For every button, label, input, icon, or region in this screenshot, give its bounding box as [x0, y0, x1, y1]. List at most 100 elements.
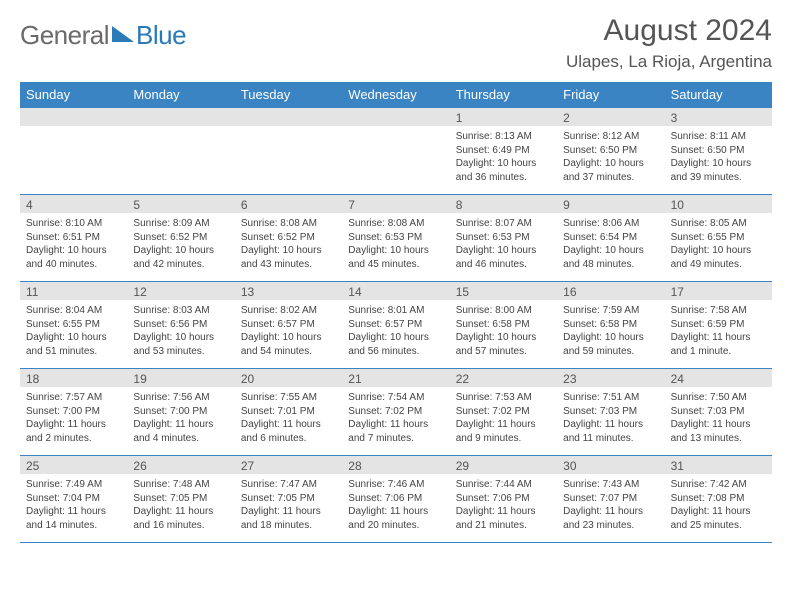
day-number: 12: [127, 282, 234, 300]
sunset-text: Sunset: 7:04 PM: [26, 492, 121, 506]
day-cell: 23Sunrise: 7:51 AMSunset: 7:03 PMDayligh…: [557, 369, 664, 455]
day-number: 5: [127, 195, 234, 213]
day-content: Sunrise: 7:50 AMSunset: 7:03 PMDaylight:…: [665, 387, 772, 451]
empty-day-bar: [235, 108, 342, 126]
day-content: Sunrise: 7:47 AMSunset: 7:05 PMDaylight:…: [235, 474, 342, 538]
sunrise-text: Sunrise: 8:13 AM: [456, 130, 551, 144]
day-cell: 30Sunrise: 7:43 AMSunset: 7:07 PMDayligh…: [557, 456, 664, 542]
daylight-text: Daylight: 10 hours and 46 minutes.: [456, 244, 551, 271]
sunrise-text: Sunrise: 7:57 AM: [26, 391, 121, 405]
weekday-header-cell: Sunday: [20, 82, 127, 107]
day-cell: [235, 108, 342, 194]
sunset-text: Sunset: 7:03 PM: [671, 405, 766, 419]
sunset-text: Sunset: 6:53 PM: [348, 231, 443, 245]
day-content: Sunrise: 7:54 AMSunset: 7:02 PMDaylight:…: [342, 387, 449, 451]
day-number: 6: [235, 195, 342, 213]
daylight-text: Daylight: 11 hours and 25 minutes.: [671, 505, 766, 532]
sunrise-text: Sunrise: 8:06 AM: [563, 217, 658, 231]
day-cell: 20Sunrise: 7:55 AMSunset: 7:01 PMDayligh…: [235, 369, 342, 455]
daylight-text: Daylight: 11 hours and 23 minutes.: [563, 505, 658, 532]
day-cell: 5Sunrise: 8:09 AMSunset: 6:52 PMDaylight…: [127, 195, 234, 281]
daylight-text: Daylight: 11 hours and 13 minutes.: [671, 418, 766, 445]
day-number: 1: [450, 108, 557, 126]
sunset-text: Sunset: 7:06 PM: [456, 492, 551, 506]
sunset-text: Sunset: 7:00 PM: [26, 405, 121, 419]
sunrise-text: Sunrise: 8:04 AM: [26, 304, 121, 318]
day-cell: 2Sunrise: 8:12 AMSunset: 6:50 PMDaylight…: [557, 108, 664, 194]
weekday-header-cell: Tuesday: [235, 82, 342, 107]
sunset-text: Sunset: 6:50 PM: [671, 144, 766, 158]
day-content: Sunrise: 8:12 AMSunset: 6:50 PMDaylight:…: [557, 126, 664, 190]
sunset-text: Sunset: 7:03 PM: [563, 405, 658, 419]
day-content: Sunrise: 7:57 AMSunset: 7:00 PMDaylight:…: [20, 387, 127, 451]
day-cell: 25Sunrise: 7:49 AMSunset: 7:04 PMDayligh…: [20, 456, 127, 542]
sunrise-text: Sunrise: 8:07 AM: [456, 217, 551, 231]
daylight-text: Daylight: 11 hours and 14 minutes.: [26, 505, 121, 532]
day-content: Sunrise: 7:53 AMSunset: 7:02 PMDaylight:…: [450, 387, 557, 451]
logo: General Blue: [20, 20, 186, 51]
weekday-header-row: SundayMondayTuesdayWednesdayThursdayFrid…: [20, 82, 772, 107]
day-content: Sunrise: 7:49 AMSunset: 7:04 PMDaylight:…: [20, 474, 127, 538]
day-number: 22: [450, 369, 557, 387]
daylight-text: Daylight: 10 hours and 56 minutes.: [348, 331, 443, 358]
day-cell: [20, 108, 127, 194]
day-content: Sunrise: 8:04 AMSunset: 6:55 PMDaylight:…: [20, 300, 127, 364]
day-cell: 9Sunrise: 8:06 AMSunset: 6:54 PMDaylight…: [557, 195, 664, 281]
day-content: Sunrise: 8:11 AMSunset: 6:50 PMDaylight:…: [665, 126, 772, 190]
day-cell: 18Sunrise: 7:57 AMSunset: 7:00 PMDayligh…: [20, 369, 127, 455]
day-number: 29: [450, 456, 557, 474]
daylight-text: Daylight: 10 hours and 49 minutes.: [671, 244, 766, 271]
day-cell: 8Sunrise: 8:07 AMSunset: 6:53 PMDaylight…: [450, 195, 557, 281]
day-cell: 15Sunrise: 8:00 AMSunset: 6:58 PMDayligh…: [450, 282, 557, 368]
day-cell: 16Sunrise: 7:59 AMSunset: 6:58 PMDayligh…: [557, 282, 664, 368]
sunrise-text: Sunrise: 8:05 AM: [671, 217, 766, 231]
day-cell: 26Sunrise: 7:48 AMSunset: 7:05 PMDayligh…: [127, 456, 234, 542]
day-cell: 29Sunrise: 7:44 AMSunset: 7:06 PMDayligh…: [450, 456, 557, 542]
sunrise-text: Sunrise: 8:00 AM: [456, 304, 551, 318]
day-number: 13: [235, 282, 342, 300]
sunrise-text: Sunrise: 8:08 AM: [241, 217, 336, 231]
day-content: Sunrise: 7:43 AMSunset: 7:07 PMDaylight:…: [557, 474, 664, 538]
daylight-text: Daylight: 10 hours and 42 minutes.: [133, 244, 228, 271]
week-row: 1Sunrise: 8:13 AMSunset: 6:49 PMDaylight…: [20, 108, 772, 195]
sunrise-text: Sunrise: 7:43 AM: [563, 478, 658, 492]
day-cell: 14Sunrise: 8:01 AMSunset: 6:57 PMDayligh…: [342, 282, 449, 368]
day-cell: 12Sunrise: 8:03 AMSunset: 6:56 PMDayligh…: [127, 282, 234, 368]
day-cell: 11Sunrise: 8:04 AMSunset: 6:55 PMDayligh…: [20, 282, 127, 368]
day-number: 7: [342, 195, 449, 213]
day-number: 24: [665, 369, 772, 387]
sunset-text: Sunset: 7:07 PM: [563, 492, 658, 506]
daylight-text: Daylight: 11 hours and 20 minutes.: [348, 505, 443, 532]
week-row: 4Sunrise: 8:10 AMSunset: 6:51 PMDaylight…: [20, 195, 772, 282]
daylight-text: Daylight: 11 hours and 18 minutes.: [241, 505, 336, 532]
sunset-text: Sunset: 6:55 PM: [671, 231, 766, 245]
daylight-text: Daylight: 11 hours and 11 minutes.: [563, 418, 658, 445]
day-number: 19: [127, 369, 234, 387]
day-number: 25: [20, 456, 127, 474]
day-content: Sunrise: 7:42 AMSunset: 7:08 PMDaylight:…: [665, 474, 772, 538]
day-content: Sunrise: 7:46 AMSunset: 7:06 PMDaylight:…: [342, 474, 449, 538]
day-number: 26: [127, 456, 234, 474]
day-cell: 31Sunrise: 7:42 AMSunset: 7:08 PMDayligh…: [665, 456, 772, 542]
week-row: 25Sunrise: 7:49 AMSunset: 7:04 PMDayligh…: [20, 456, 772, 543]
weekday-header-cell: Wednesday: [342, 82, 449, 107]
empty-day-bar: [127, 108, 234, 126]
day-content: Sunrise: 8:05 AMSunset: 6:55 PMDaylight:…: [665, 213, 772, 277]
weekday-header-cell: Friday: [557, 82, 664, 107]
sunrise-text: Sunrise: 7:51 AM: [563, 391, 658, 405]
sunset-text: Sunset: 6:53 PM: [456, 231, 551, 245]
day-content: Sunrise: 8:13 AMSunset: 6:49 PMDaylight:…: [450, 126, 557, 190]
weekday-header-cell: Monday: [127, 82, 234, 107]
daylight-text: Daylight: 11 hours and 2 minutes.: [26, 418, 121, 445]
day-number: 15: [450, 282, 557, 300]
calendar-weeks: 1Sunrise: 8:13 AMSunset: 6:49 PMDaylight…: [20, 107, 772, 543]
daylight-text: Daylight: 10 hours and 51 minutes.: [26, 331, 121, 358]
day-number: 20: [235, 369, 342, 387]
day-number: 4: [20, 195, 127, 213]
daylight-text: Daylight: 11 hours and 4 minutes.: [133, 418, 228, 445]
daylight-text: Daylight: 10 hours and 54 minutes.: [241, 331, 336, 358]
page-header: General Blue August 2024 Ulapes, La Rioj…: [20, 14, 772, 72]
day-cell: 17Sunrise: 7:58 AMSunset: 6:59 PMDayligh…: [665, 282, 772, 368]
day-content: Sunrise: 7:44 AMSunset: 7:06 PMDaylight:…: [450, 474, 557, 538]
day-cell: 6Sunrise: 8:08 AMSunset: 6:52 PMDaylight…: [235, 195, 342, 281]
